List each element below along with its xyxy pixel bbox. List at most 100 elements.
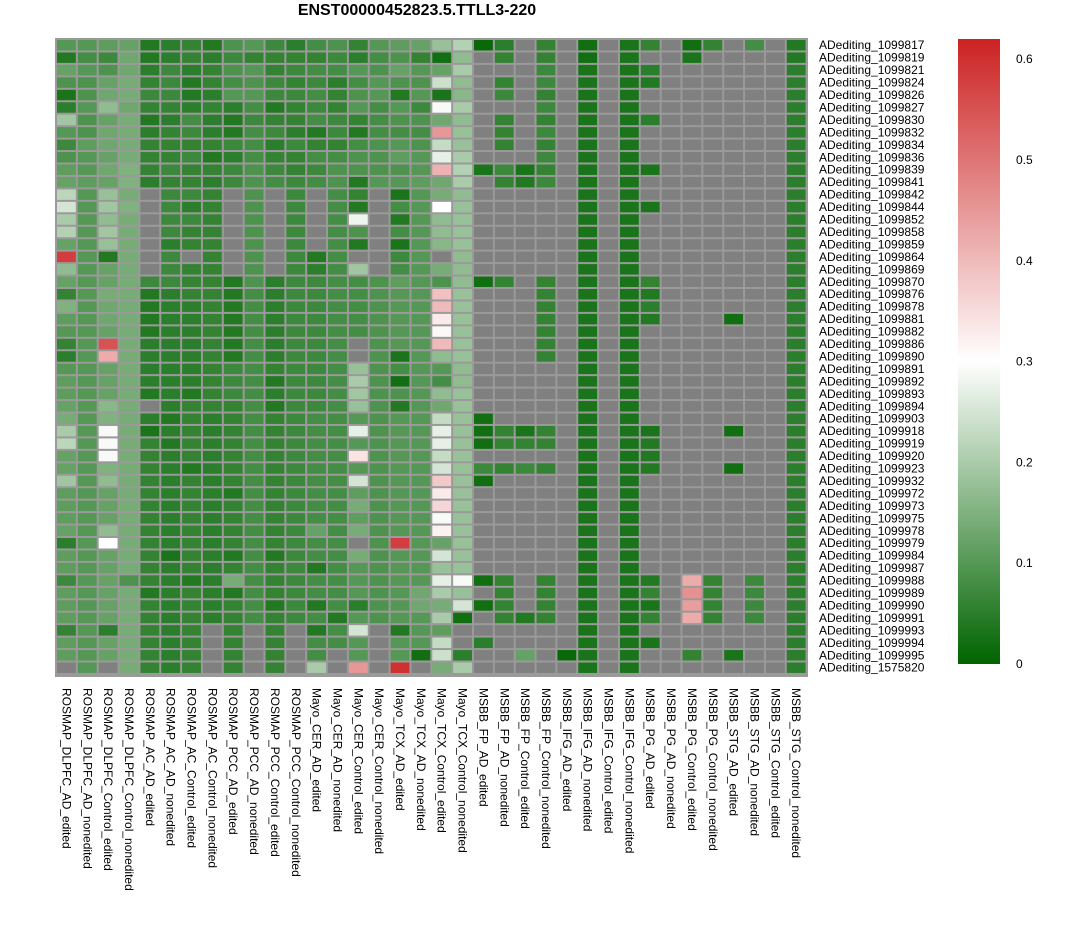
heatmap-cell	[432, 562, 452, 574]
heatmap-cell	[182, 650, 201, 661]
heatmap-cell	[578, 513, 598, 524]
heatmap-cell	[390, 587, 410, 599]
heatmap-cell	[682, 239, 702, 250]
heatmap-cell	[432, 239, 452, 250]
heatmap-cell	[390, 127, 410, 138]
heatmap-cell	[494, 276, 514, 287]
heatmap-cell	[786, 401, 806, 412]
heatmap-cell	[536, 239, 556, 250]
heatmap-cell	[786, 176, 806, 188]
column-label: MSBB_FP_Control_edited	[518, 688, 532, 829]
heatmap-cell	[453, 276, 472, 287]
heatmap-cell	[182, 152, 201, 163]
heatmap-cell	[765, 488, 785, 499]
heatmap-cell	[119, 538, 139, 549]
heatmap-cell	[161, 650, 181, 661]
heatmap-cell	[786, 475, 806, 487]
heatmap-cell	[494, 525, 514, 536]
heatmap-cell	[432, 127, 452, 138]
heatmap-cell	[98, 214, 118, 225]
heatmap-cell	[745, 201, 764, 213]
heatmap-cell	[57, 152, 76, 163]
heatmap-cell	[619, 40, 639, 51]
heatmap-cell	[703, 550, 723, 561]
heatmap-cell	[223, 513, 243, 524]
heatmap-cell	[745, 525, 764, 536]
heatmap-cell	[578, 650, 598, 661]
heatmap-cell	[745, 550, 764, 561]
heatmap-cell	[432, 538, 452, 549]
heatmap-cell	[390, 176, 410, 188]
heatmap-cell	[724, 64, 744, 76]
heatmap-cell	[474, 463, 493, 474]
heatmap-cell	[223, 450, 243, 462]
heatmap-cell	[432, 550, 452, 561]
heatmap-cell	[369, 388, 389, 400]
heatmap-cell	[599, 450, 618, 462]
heatmap-cell	[328, 463, 347, 474]
heatmap-cell	[661, 612, 681, 624]
heatmap-cell	[515, 463, 535, 474]
heatmap-cell	[265, 538, 285, 549]
heatmap-cell	[307, 64, 327, 76]
heatmap-cell	[557, 463, 577, 474]
heatmap-cell	[348, 562, 368, 574]
heatmap-cell	[557, 251, 577, 263]
heatmap-cell	[161, 214, 181, 225]
heatmap-cell	[745, 64, 764, 76]
heatmap-cell	[328, 89, 347, 101]
heatmap-cell	[474, 650, 493, 661]
heatmap-cell	[369, 650, 389, 661]
heatmap-cell	[474, 176, 493, 188]
heatmap-cell	[390, 513, 410, 524]
heatmap-cell	[557, 376, 577, 387]
heatmap-cell	[640, 425, 660, 437]
heatmap-cell	[619, 376, 639, 387]
column-label: ROSMAP_AC_Control_edited	[185, 688, 199, 848]
heatmap-cell	[661, 625, 681, 636]
row-label: ADediting_1575820	[819, 661, 925, 675]
heatmap-cell	[286, 513, 306, 524]
heatmap-cell	[661, 64, 681, 76]
heatmap-cell	[703, 201, 723, 213]
heatmap-cell	[369, 102, 389, 113]
heatmap-cell	[745, 214, 764, 225]
heatmap-cell	[661, 77, 681, 88]
heatmap-cell	[474, 301, 493, 312]
heatmap-cell	[244, 313, 264, 325]
row-label: ADediting_1099882	[819, 325, 925, 339]
heatmap-cell	[307, 276, 327, 287]
heatmap-cell	[223, 425, 243, 437]
heatmap-cell	[474, 226, 493, 238]
heatmap-cell	[265, 264, 285, 275]
heatmap-cell	[515, 363, 535, 375]
heatmap-cell	[682, 201, 702, 213]
heatmap-cell	[515, 276, 535, 287]
heatmap-cell	[348, 264, 368, 275]
heatmap-cell	[453, 562, 472, 574]
heatmap-cell	[119, 276, 139, 287]
heatmap-cell	[223, 413, 243, 424]
heatmap-cell	[661, 164, 681, 175]
heatmap-cell	[57, 351, 76, 362]
heatmap-cell	[411, 625, 431, 636]
heatmap-cell	[57, 201, 76, 213]
heatmap-cell	[140, 189, 160, 200]
heatmap-cell	[411, 513, 431, 524]
heatmap-cell	[432, 102, 452, 113]
heatmap-cell	[328, 376, 347, 387]
heatmap-cell	[119, 114, 139, 126]
heatmap-cell	[265, 52, 285, 63]
heatmap-cell	[182, 562, 201, 574]
heatmap-cell	[619, 264, 639, 275]
heatmap-cell	[661, 189, 681, 200]
heatmap-cell	[369, 239, 389, 250]
row-label: ADediting_1099832	[819, 125, 925, 139]
heatmap-cell	[578, 264, 598, 275]
heatmap-cell	[223, 127, 243, 138]
heatmap-cell	[703, 625, 723, 636]
heatmap-cell	[724, 313, 744, 325]
heatmap-cell	[494, 450, 514, 462]
heatmap-cell	[244, 587, 264, 599]
heatmap-cell	[328, 313, 347, 325]
